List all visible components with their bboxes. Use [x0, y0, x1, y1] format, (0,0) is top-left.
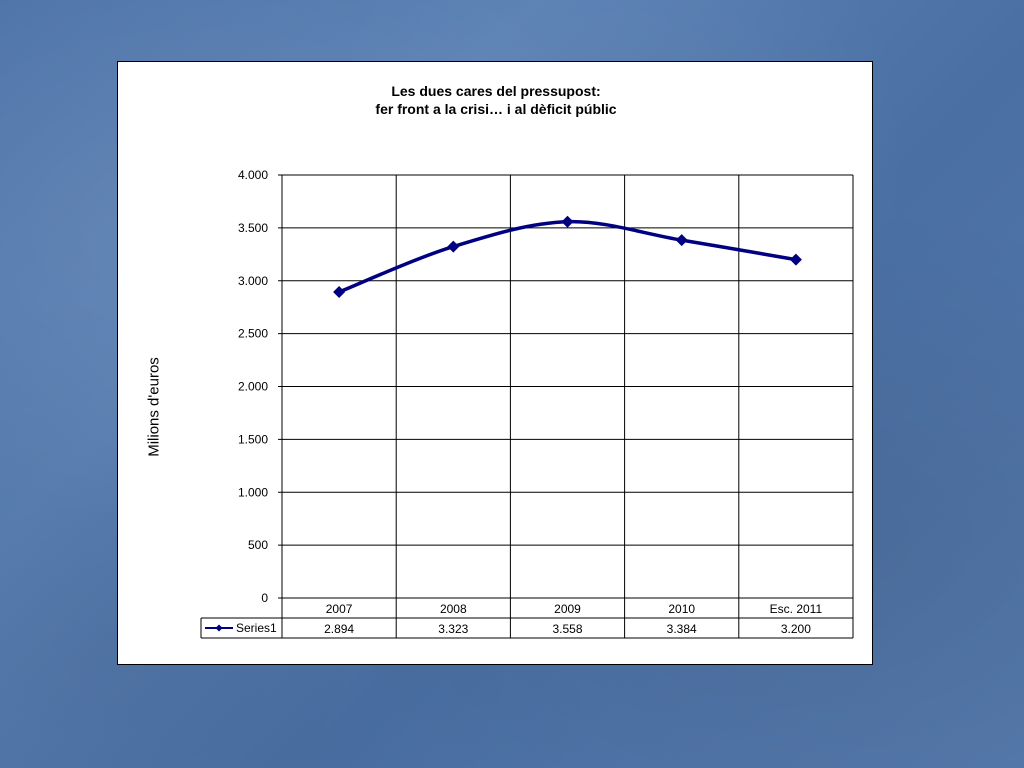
- chart-panel: Les dues cares del pressupost: fer front…: [117, 61, 873, 665]
- data-point-marker: [561, 215, 574, 228]
- y-tick-label: 500: [248, 538, 268, 552]
- x-tick-label: 2008: [440, 602, 467, 616]
- line-chart: 0 500 1.000 1.500 2.000 2.500 3.000 3.500 4.000 2…: [200, 168, 854, 639]
- y-tick-label: 2.500: [238, 327, 268, 341]
- data-point-marker: [447, 240, 460, 253]
- y-tick-label: 0: [261, 591, 268, 605]
- y-tick-label: 3.500: [238, 221, 268, 235]
- y-tick-label: 2.000: [238, 380, 268, 394]
- y-tick-label: 1.000: [238, 485, 268, 499]
- chart-title-line-1: Les dues cares del pressupost:: [391, 83, 601, 99]
- table-value: 2.894: [324, 622, 354, 636]
- y-tick-label: 4.000: [238, 168, 268, 182]
- data-point-marker: [333, 285, 346, 298]
- chart-title-line-2: fer front a la crisi… i al dèficit públi…: [375, 101, 617, 117]
- legend-marker: [215, 624, 223, 632]
- x-tick-label: 2010: [668, 602, 695, 616]
- table-value: 3.558: [552, 622, 582, 636]
- table-value: 3.384: [667, 622, 697, 636]
- x-tick-label: 2007: [326, 602, 353, 616]
- legend-label: Series1: [236, 621, 277, 635]
- series-line: [338, 219, 797, 294]
- y-tick-label: 1.500: [238, 432, 268, 446]
- y-tick-label: 3.000: [238, 274, 268, 288]
- data-point-marker: [675, 234, 688, 247]
- table-value: 3.200: [781, 622, 811, 636]
- x-tick-label: Esc. 2011: [770, 602, 823, 616]
- data-point-marker: [789, 253, 802, 266]
- x-tick-label: 2009: [554, 602, 581, 616]
- table-value: 3.323: [438, 622, 468, 636]
